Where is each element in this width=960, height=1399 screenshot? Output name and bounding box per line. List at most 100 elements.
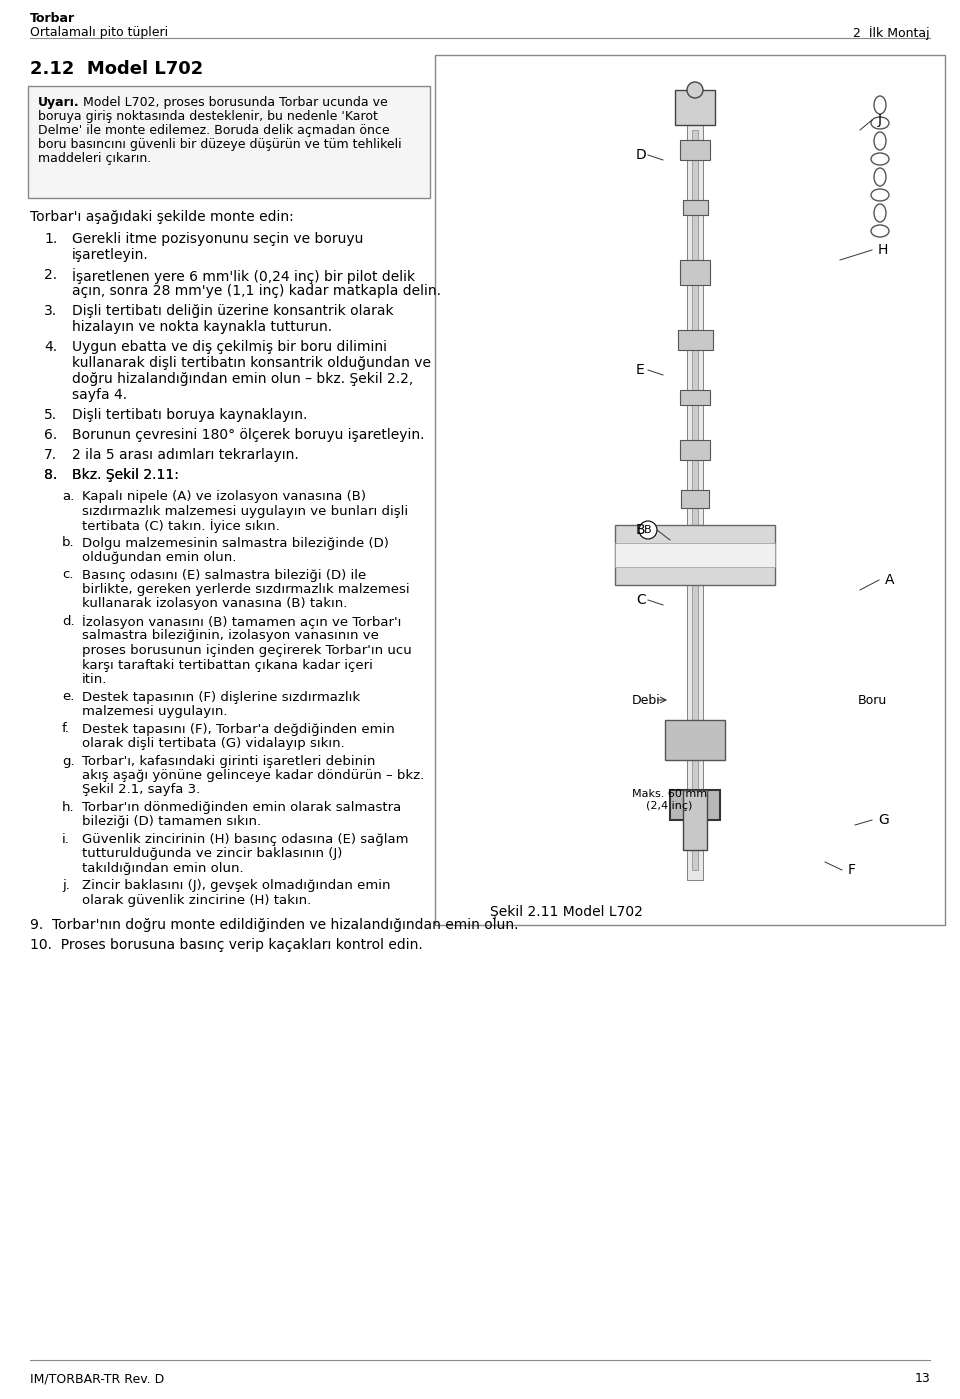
Text: sızdırmazlık malzemesi uygulayın ve bunları dişli: sızdırmazlık malzemesi uygulayın ve bunl…	[82, 505, 408, 518]
Text: B: B	[644, 525, 652, 534]
Text: Güvenlik zincirinin (H) basınç odasına (E) sağlam: Güvenlik zincirinin (H) basınç odasına (…	[82, 832, 409, 846]
Text: 1.: 1.	[44, 232, 58, 246]
Bar	[680, 260, 710, 285]
Text: 13: 13	[914, 1372, 930, 1385]
Text: 8.: 8.	[44, 469, 58, 483]
Text: malzemesi uygulayın.: malzemesi uygulayın.	[82, 705, 228, 718]
Text: Kapalı nipele (A) ve izolasyon vanasına (B): Kapalı nipele (A) ve izolasyon vanasına …	[82, 490, 366, 504]
Bar	[680, 441, 710, 460]
Text: 6.: 6.	[44, 428, 58, 442]
Text: itin.: itin.	[82, 673, 108, 686]
Text: J: J	[878, 113, 882, 127]
Text: d.: d.	[62, 616, 75, 628]
Text: olarak dişli tertibata (G) vidalayıp sıkın.: olarak dişli tertibata (G) vidalayıp sık…	[82, 737, 345, 750]
Text: E: E	[636, 362, 645, 376]
Text: Destek tapasının (F) dişlerine sızdırmazlık: Destek tapasının (F) dişlerine sızdırmaz…	[82, 691, 360, 704]
Text: 4.: 4.	[44, 340, 58, 354]
Bar	[681, 490, 709, 508]
Text: Debi: Debi	[632, 694, 660, 706]
Text: Dişli tertibatı boruya kaynaklayın.: Dişli tertibatı boruya kaynaklayın.	[72, 409, 307, 422]
Bar	[680, 140, 710, 159]
Text: i.: i.	[62, 832, 70, 846]
Bar	[683, 790, 707, 851]
Text: boruya giriş noktasında desteklenir, bu nedenle 'Karot: boruya giriş noktasında desteklenir, bu …	[38, 111, 378, 123]
Text: İzolasyon vanasını (B) tamamen açın ve Torbar'ı: İzolasyon vanasını (B) tamamen açın ve T…	[82, 616, 401, 630]
Circle shape	[687, 83, 703, 98]
Text: Destek tapasını (F), Torbar'a değdiğinden emin: Destek tapasını (F), Torbar'a değdiğinde…	[82, 722, 395, 736]
Text: salmastra bileziğinin, izolasyon vanasının ve: salmastra bileziğinin, izolasyon vanasın…	[82, 630, 379, 642]
Bar	[615, 543, 775, 567]
Text: a.: a.	[62, 490, 74, 504]
Text: akış aşağı yönüne gelinceye kadar döndürün – bkz.: akış aşağı yönüne gelinceye kadar döndür…	[82, 769, 424, 782]
Text: Zincir baklasını (J), gevşek olmadığından emin: Zincir baklasını (J), gevşek olmadığında…	[82, 880, 391, 893]
Text: Bkz. Şekil 2.11:: Bkz. Şekil 2.11:	[72, 469, 179, 483]
Text: kullanarak dişli tertibatın konsantrik olduğundan ve: kullanarak dişli tertibatın konsantrik o…	[72, 355, 431, 369]
Text: açın, sonra 28 mm'ye (1,1 inç) kadar matkapla delin.: açın, sonra 28 mm'ye (1,1 inç) kadar mat…	[72, 284, 441, 298]
Text: maddeleri çıkarın.: maddeleri çıkarın.	[38, 152, 152, 165]
Text: takıldığından emin olun.: takıldığından emin olun.	[82, 862, 244, 874]
Text: 3.: 3.	[44, 304, 58, 318]
Bar	[670, 790, 720, 820]
Text: g.: g.	[62, 754, 75, 768]
Text: Delme' ile monte edilemez. Boruda delik açmadan önce: Delme' ile monte edilemez. Boruda delik …	[38, 125, 390, 137]
Bar	[665, 720, 725, 760]
Text: Borunun çevresini 180° ölçerek boruyu işaretleyin.: Borunun çevresini 180° ölçerek boruyu iş…	[72, 428, 424, 442]
Text: B: B	[636, 523, 646, 537]
Text: birlikte, gereken yerlerde sızdırmazlık malzemesi: birlikte, gereken yerlerde sızdırmazlık …	[82, 583, 410, 596]
Text: 2.: 2.	[44, 269, 58, 283]
Text: olduğundan emin olun.: olduğundan emin olun.	[82, 551, 236, 564]
Text: Maks. 60 mm
(2,4 inç): Maks. 60 mm (2,4 inç)	[632, 789, 708, 811]
Text: hizalayın ve nokta kaynakla tutturun.: hizalayın ve nokta kaynakla tutturun.	[72, 320, 332, 334]
Text: G: G	[878, 813, 889, 827]
Bar	[645, 547, 745, 562]
FancyBboxPatch shape	[28, 85, 430, 199]
Text: 9.  Torbar'nın doğru monte edildiğinden ve hizalandığından emin olun.: 9. Torbar'nın doğru monte edildiğinden v…	[30, 918, 518, 932]
Text: 8.: 8.	[44, 469, 58, 483]
Text: e.: e.	[62, 691, 74, 704]
Text: Torbar'ın dönmediğinden emin olarak salmastra: Torbar'ın dönmediğinden emin olarak salm…	[82, 802, 401, 814]
Circle shape	[639, 520, 657, 539]
Text: c.: c.	[62, 568, 74, 582]
Bar	[683, 200, 708, 215]
Text: f.: f.	[62, 722, 70, 736]
Text: boru basıncını güvenli bir düzeye düşürün ve tüm tehlikeli: boru basıncını güvenli bir düzeye düşürü…	[38, 139, 401, 151]
Text: 2 ila 5 arası adımları tekrarlayın.: 2 ila 5 arası adımları tekrarlayın.	[72, 448, 299, 462]
Text: Bkz. Şekil 2.11:: Bkz. Şekil 2.11:	[72, 469, 179, 483]
Text: kullanarak izolasyon vanasına (B) takın.: kullanarak izolasyon vanasına (B) takın.	[82, 597, 348, 610]
Text: F: F	[848, 863, 856, 877]
Text: A: A	[885, 574, 895, 588]
Text: işaretleyin.: işaretleyin.	[72, 248, 149, 262]
Text: j.: j.	[62, 880, 70, 893]
Text: Uygun ebatta ve diş çekilmiş bir boru dilimini: Uygun ebatta ve diş çekilmiş bir boru di…	[72, 340, 387, 354]
Bar	[687, 120, 703, 880]
Bar	[675, 90, 715, 125]
Text: doğru hizalandığından emin olun – bkz. Şekil 2.2,: doğru hizalandığından emin olun – bkz. Ş…	[72, 372, 413, 386]
Text: Dişli tertibatı deliğin üzerine konsantrik olarak: Dişli tertibatı deliğin üzerine konsantr…	[72, 304, 394, 318]
Text: IM/TORBAR-TR Rev. D: IM/TORBAR-TR Rev. D	[30, 1372, 164, 1385]
Text: karşı taraftaki tertibattan çıkana kadar içeri: karşı taraftaki tertibattan çıkana kadar…	[82, 659, 372, 672]
Text: Basınç odasını (E) salmastra bileziği (D) ile: Basınç odasını (E) salmastra bileziği (D…	[82, 568, 367, 582]
Text: olarak güvenlik zincirine (H) takın.: olarak güvenlik zincirine (H) takın.	[82, 894, 311, 907]
Text: Şekil 2.1, sayfa 3.: Şekil 2.1, sayfa 3.	[82, 783, 201, 796]
Text: Şekil 2.11 Model L702: Şekil 2.11 Model L702	[490, 905, 643, 919]
Text: Boru: Boru	[858, 694, 887, 706]
Text: Uyarı.: Uyarı.	[38, 97, 80, 109]
Text: Model L702, proses borusunda Torbar ucunda ve: Model L702, proses borusunda Torbar ucun…	[79, 97, 388, 109]
Text: Gerekli itme pozisyonunu seçin ve boruyu: Gerekli itme pozisyonunu seçin ve boruyu	[72, 232, 364, 246]
Text: Ortalamalı pito tüpleri: Ortalamalı pito tüpleri	[30, 27, 168, 39]
Text: 2  İlk Montaj: 2 İlk Montaj	[853, 27, 930, 41]
Text: tertibata (C) takın. İyice sıkın.: tertibata (C) takın. İyice sıkın.	[82, 519, 279, 533]
Bar	[435, 55, 945, 925]
Bar	[692, 130, 698, 870]
Text: 5.: 5.	[44, 409, 58, 422]
Text: Torbar: Torbar	[30, 13, 75, 25]
Text: Torbar'ı, kafasındaki girinti işaretleri debinin: Torbar'ı, kafasındaki girinti işaretleri…	[82, 754, 375, 768]
Bar	[680, 390, 710, 404]
Text: 2.12  Model L702: 2.12 Model L702	[30, 60, 204, 78]
Text: sayfa 4.: sayfa 4.	[72, 388, 127, 402]
Bar	[615, 525, 775, 585]
Text: bileziği (D) tamamen sıkın.: bileziği (D) tamamen sıkın.	[82, 816, 261, 828]
Text: proses borusunun içinden geçirerek Torbar'ın ucu: proses borusunun içinden geçirerek Torba…	[82, 644, 412, 658]
Text: tutturulduğunda ve zincir baklasının (J): tutturulduğunda ve zincir baklasının (J)	[82, 848, 343, 860]
Text: H: H	[878, 243, 888, 257]
